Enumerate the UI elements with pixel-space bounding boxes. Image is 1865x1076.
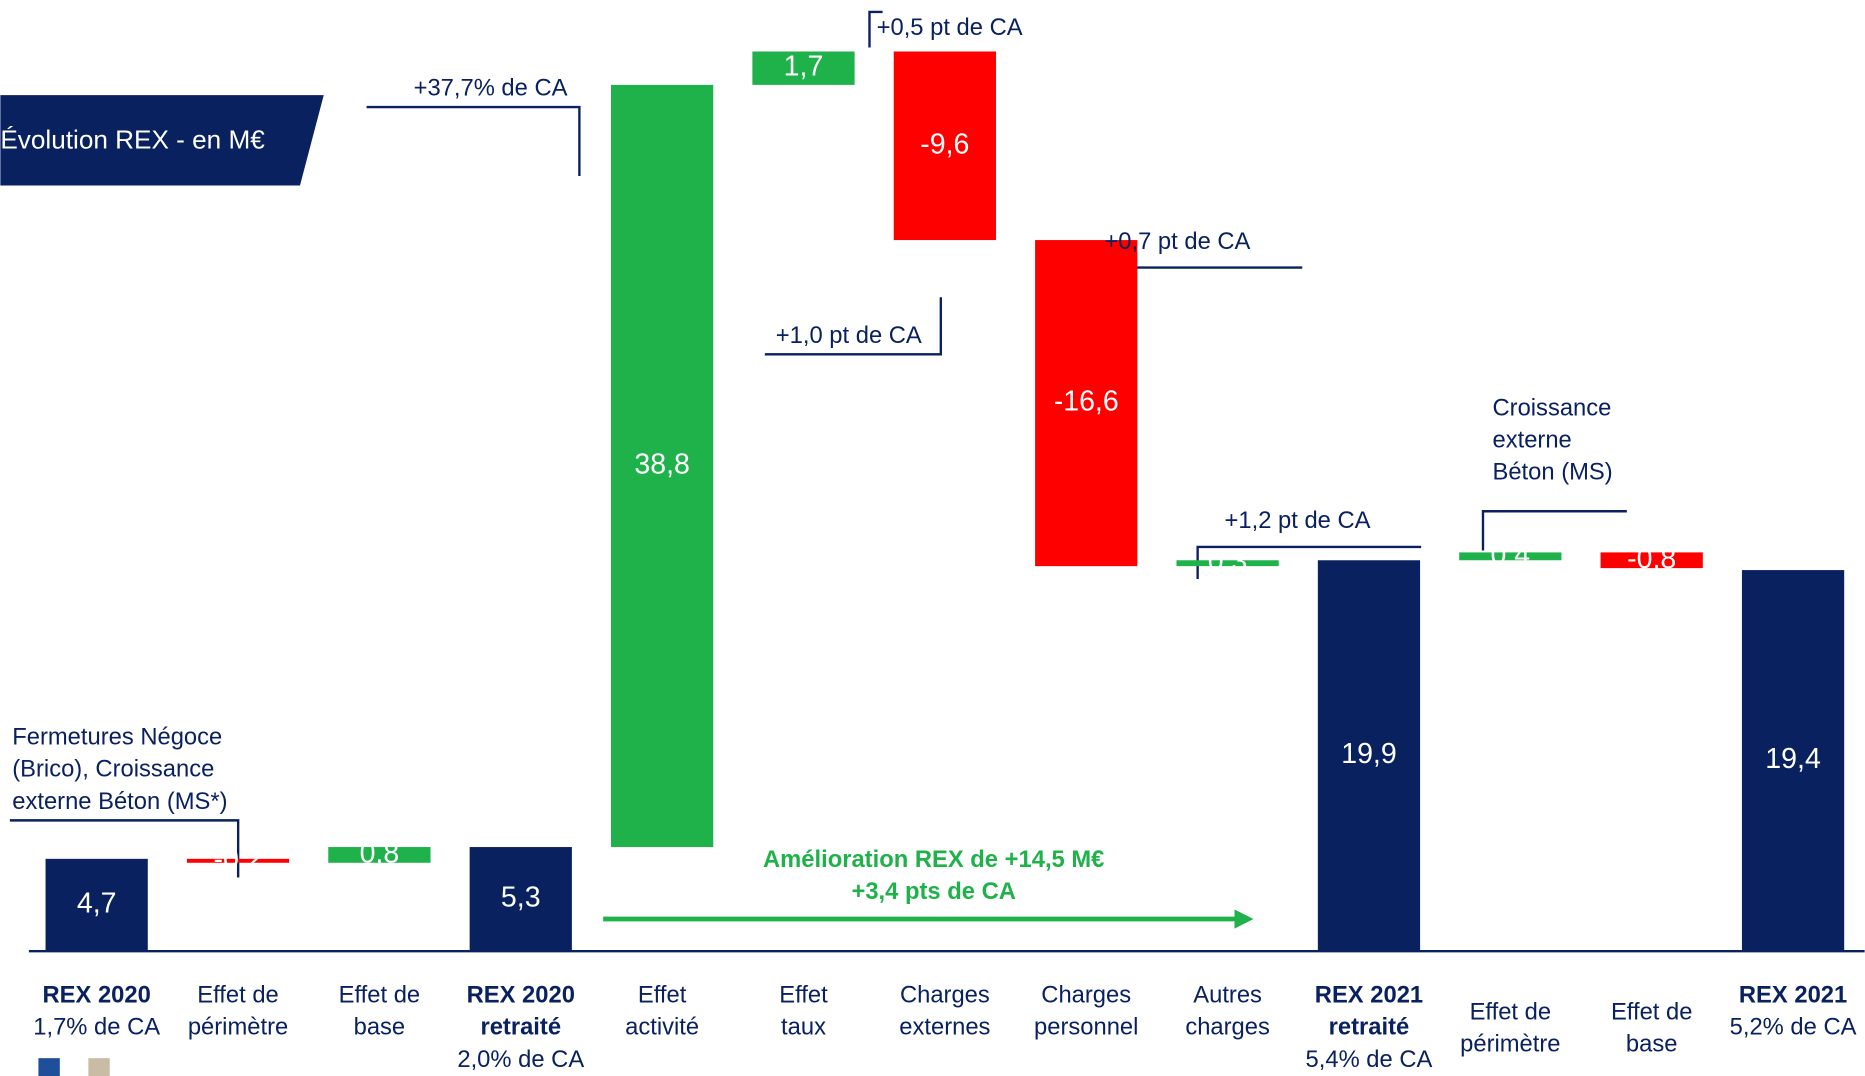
x-tick-label: 1,7% de CA <box>33 1014 160 1041</box>
value-label: 19,9 <box>1341 738 1396 770</box>
value-label: 0,4 <box>1491 539 1531 571</box>
leader <box>9 819 240 878</box>
x-tick-label: retraité <box>1329 1014 1410 1041</box>
annotation: +1,2 pt de CA <box>1225 507 1371 534</box>
x-tick-label: Autres <box>1193 982 1262 1009</box>
x-tick-label: REX 2021 <box>1315 982 1423 1009</box>
x-tick-label: Effet de <box>1611 998 1693 1025</box>
x-tick-label: Effet de <box>1470 998 1552 1025</box>
bar <box>611 84 714 848</box>
chart-title: Évolution REX - en M€ <box>0 124 265 154</box>
annotation: (Brico), Croissance <box>12 756 214 783</box>
x-tick-label: périmètre <box>1460 1030 1560 1057</box>
x-tick-label: Effet de <box>339 982 420 1009</box>
annotation: +0,5 pt de CA <box>877 14 1023 41</box>
x-tick-label: personnel <box>1034 1014 1138 1041</box>
value-label: 1,7 <box>784 51 824 83</box>
bar <box>1176 560 1279 567</box>
bar <box>1741 570 1845 952</box>
x-tick-label: Effet <box>779 982 828 1009</box>
leader <box>868 10 883 48</box>
leader <box>1481 510 1627 551</box>
annotation: externe Béton (MS*) <box>12 788 227 815</box>
bar <box>469 847 572 952</box>
icon <box>38 1058 60 1076</box>
leader <box>1196 545 1422 580</box>
x-tick-label: retraité <box>480 1014 561 1041</box>
value-label: 0,8 <box>360 837 400 869</box>
x-tick-label: 5,4% de CA <box>1306 1046 1433 1073</box>
leader <box>764 297 943 356</box>
value-label: 0,3 <box>1208 546 1248 578</box>
annotation: Croissance <box>1492 394 1611 421</box>
bar <box>186 858 290 863</box>
annotation: Fermetures Négoce <box>12 724 222 751</box>
value-label: -0,2 <box>213 843 262 875</box>
value-label: -0,8 <box>1627 543 1676 575</box>
value-label: 38,8 <box>634 448 690 480</box>
x-tick-label: Charges <box>1041 982 1131 1009</box>
x-tick-label: périmètre <box>188 1014 288 1041</box>
annotation: +37,7% de CA <box>414 74 568 101</box>
bar <box>1459 552 1562 561</box>
x-tick-label: 5,2% de CA <box>1730 1014 1857 1041</box>
value-label: 5,3 <box>501 882 541 914</box>
x-tick-label: REX 2021 <box>1739 982 1847 1009</box>
x-tick-label: externes <box>899 1014 990 1041</box>
highlight: Amélioration REX de +14,5 M€ <box>763 846 1104 873</box>
annotation: +1,0 pt de CA <box>776 322 922 349</box>
annotation: externe <box>1492 426 1571 453</box>
bar <box>1035 240 1138 567</box>
value-label: 19,4 <box>1765 743 1821 775</box>
bar <box>752 51 855 85</box>
x-tick-label: taux <box>781 1014 826 1041</box>
x-tick-label: base <box>1626 1030 1678 1057</box>
bar <box>45 858 148 952</box>
value-label: 4,7 <box>77 888 117 920</box>
x-tick-label: Effet <box>638 982 687 1009</box>
x-tick-label: charges <box>1185 1014 1270 1041</box>
x-tick-label: REX 2020 <box>467 982 575 1009</box>
x-tick-label: 2,0% de CA <box>457 1046 584 1073</box>
x-tick-label: Effet de <box>197 982 278 1009</box>
x-tick-label: base <box>354 1014 406 1041</box>
annotation: Béton (MS) <box>1492 458 1612 485</box>
icon <box>88 1058 110 1076</box>
annotation: +0,7 pt de CA <box>1104 228 1250 255</box>
x-tick-label: REX 2020 <box>42 982 150 1009</box>
value-label: -9,6 <box>920 128 969 160</box>
arrow-head <box>1234 909 1254 929</box>
bar <box>328 847 431 863</box>
bar <box>893 51 996 241</box>
leader <box>366 105 581 176</box>
x-tick-label: activité <box>625 1014 699 1041</box>
highlight: +3,4 pts de CA <box>851 878 1015 905</box>
value-label: -16,6 <box>1054 386 1119 418</box>
bar <box>1317 560 1421 952</box>
title-box <box>0 95 324 186</box>
x-tick-label: Charges <box>900 982 990 1009</box>
bar <box>1600 552 1703 569</box>
